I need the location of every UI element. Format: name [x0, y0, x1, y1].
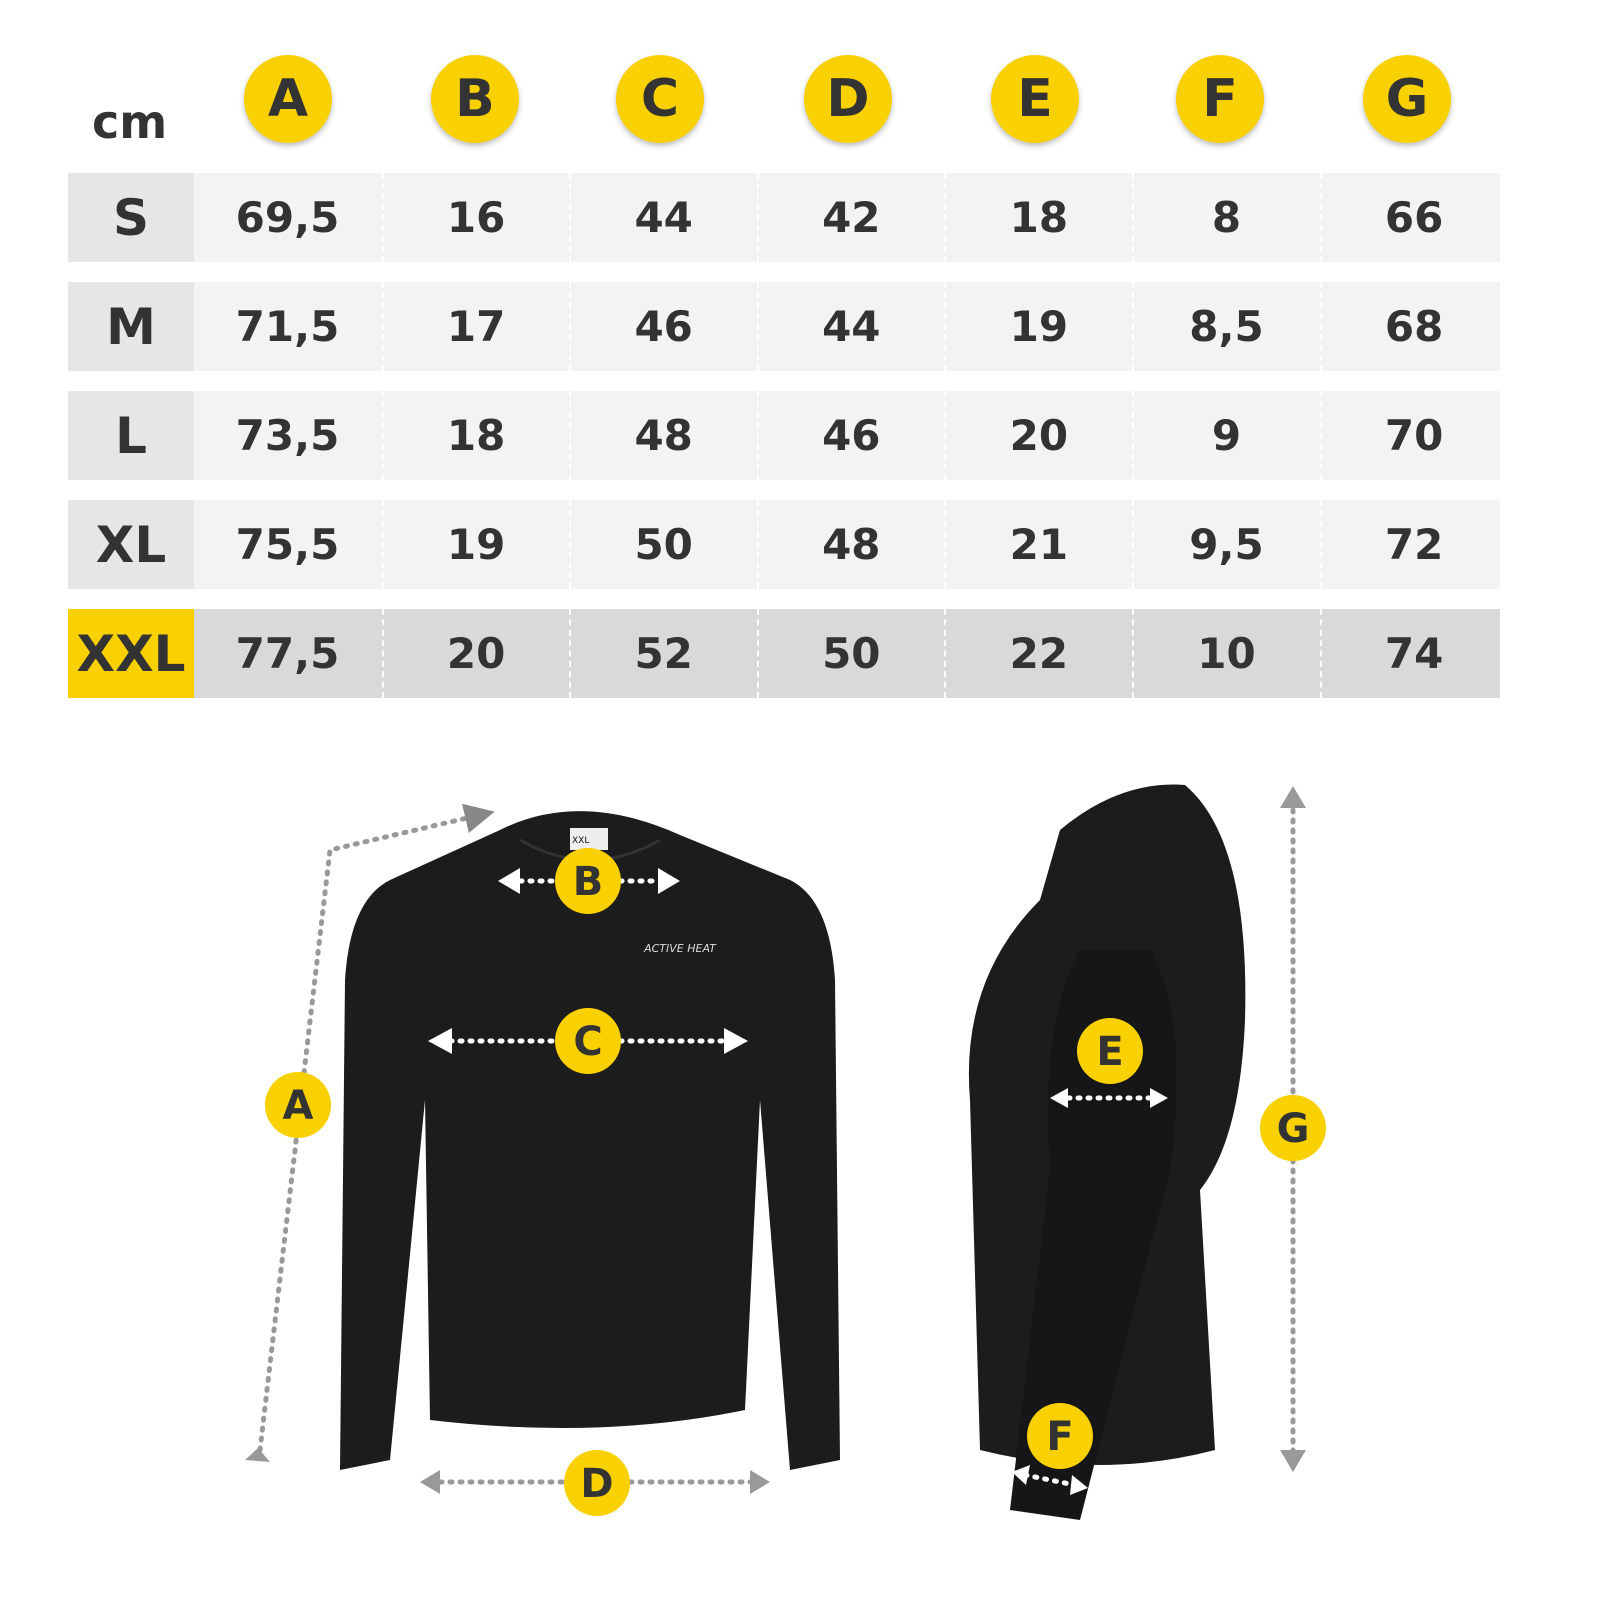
- cell-d: 48: [756, 500, 944, 589]
- cell-a: 75,5: [235, 520, 340, 569]
- cell-c: 52: [569, 609, 756, 698]
- marker-b: [555, 848, 621, 914]
- column-header-a: A: [244, 55, 332, 143]
- marker-label-e: E: [1096, 1029, 1123, 1075]
- cell-b: 18: [381, 391, 569, 480]
- marker-g: [1260, 1095, 1326, 1161]
- column-header-e: E: [991, 55, 1079, 143]
- logo-text: ACTIVE HEAT: [643, 942, 717, 955]
- cell-d: 50: [756, 609, 944, 698]
- measure-a-line: [257, 803, 495, 1453]
- marker-d: [564, 1450, 630, 1516]
- marker-f: [1027, 1403, 1093, 1469]
- marker-label-d: D: [580, 1461, 613, 1507]
- cell-g: 74: [1319, 609, 1507, 698]
- cell-b: 19: [381, 500, 569, 589]
- cell-f: 9: [1132, 391, 1319, 480]
- marker-c: [555, 1008, 621, 1074]
- table-row: S 69,5 16 44 42 18 8 66: [68, 173, 1500, 262]
- column-header-g: G: [1363, 55, 1451, 143]
- cell-d: 42: [756, 173, 944, 262]
- neck-tag: [570, 828, 608, 850]
- cell-a: 77,5: [235, 629, 340, 678]
- cell-c: 46: [569, 282, 756, 371]
- marker-label-c: C: [573, 1019, 602, 1065]
- cell-b: 17: [381, 282, 569, 371]
- size-label: L: [68, 391, 194, 480]
- cell-g: 68: [1319, 282, 1507, 371]
- size-label: M: [68, 282, 194, 371]
- table-row: XXL 77,5 20 52 50 22 10 74: [68, 609, 1500, 698]
- cell-b: 20: [381, 609, 569, 698]
- column-header-c: C: [616, 55, 704, 143]
- cell-e: 22: [944, 609, 1131, 698]
- front-shirt: [340, 811, 840, 1470]
- cell-d: 46: [756, 391, 944, 480]
- cell-g: 70: [1319, 391, 1507, 480]
- shirt-diagram: XXL ACTIVE HEAT A B C D E F G: [245, 784, 1326, 1520]
- cell-c: 44: [569, 173, 756, 262]
- cell-b: 16: [381, 173, 569, 262]
- cell-a: 73,5: [235, 411, 340, 460]
- cell-e: 18: [944, 173, 1131, 262]
- cell-f: 9,5: [1132, 500, 1319, 589]
- cell-c: 48: [569, 391, 756, 480]
- neck-tag-text: XXL: [572, 836, 589, 846]
- table-row: XL 75,5 19 50 48 21 9,5 72: [68, 500, 1500, 589]
- cell-e: 20: [944, 391, 1131, 480]
- size-label: S: [68, 173, 194, 262]
- marker-e: [1077, 1018, 1143, 1084]
- marker-label-g: G: [1277, 1106, 1310, 1152]
- size-label: XL: [68, 500, 194, 589]
- cell-a: 69,5: [235, 193, 340, 242]
- cell-g: 66: [1319, 173, 1507, 262]
- size-label: XXL: [68, 609, 194, 698]
- cell-c: 50: [569, 500, 756, 589]
- cell-g: 72: [1319, 500, 1507, 589]
- cell-e: 19: [944, 282, 1131, 371]
- column-header-d: D: [804, 55, 892, 143]
- marker-a: [265, 1072, 331, 1138]
- marker-label-a: A: [283, 1083, 314, 1129]
- cell-f: 8: [1132, 173, 1319, 262]
- cell-d: 44: [756, 282, 944, 371]
- cell-a: 71,5: [235, 302, 340, 351]
- unit-label: cm: [92, 95, 168, 149]
- cell-e: 21: [944, 500, 1131, 589]
- marker-label-b: B: [573, 859, 604, 905]
- table-row: L 73,5 18 48 46 20 9 70: [68, 391, 1500, 480]
- column-header-f: F: [1176, 55, 1264, 143]
- marker-label-f: F: [1046, 1414, 1073, 1460]
- cell-f: 10: [1132, 609, 1319, 698]
- column-header-b: B: [431, 55, 519, 143]
- cell-f: 8,5: [1132, 282, 1319, 371]
- table-row: M 71,5 17 46 44 19 8,5 68: [68, 282, 1500, 371]
